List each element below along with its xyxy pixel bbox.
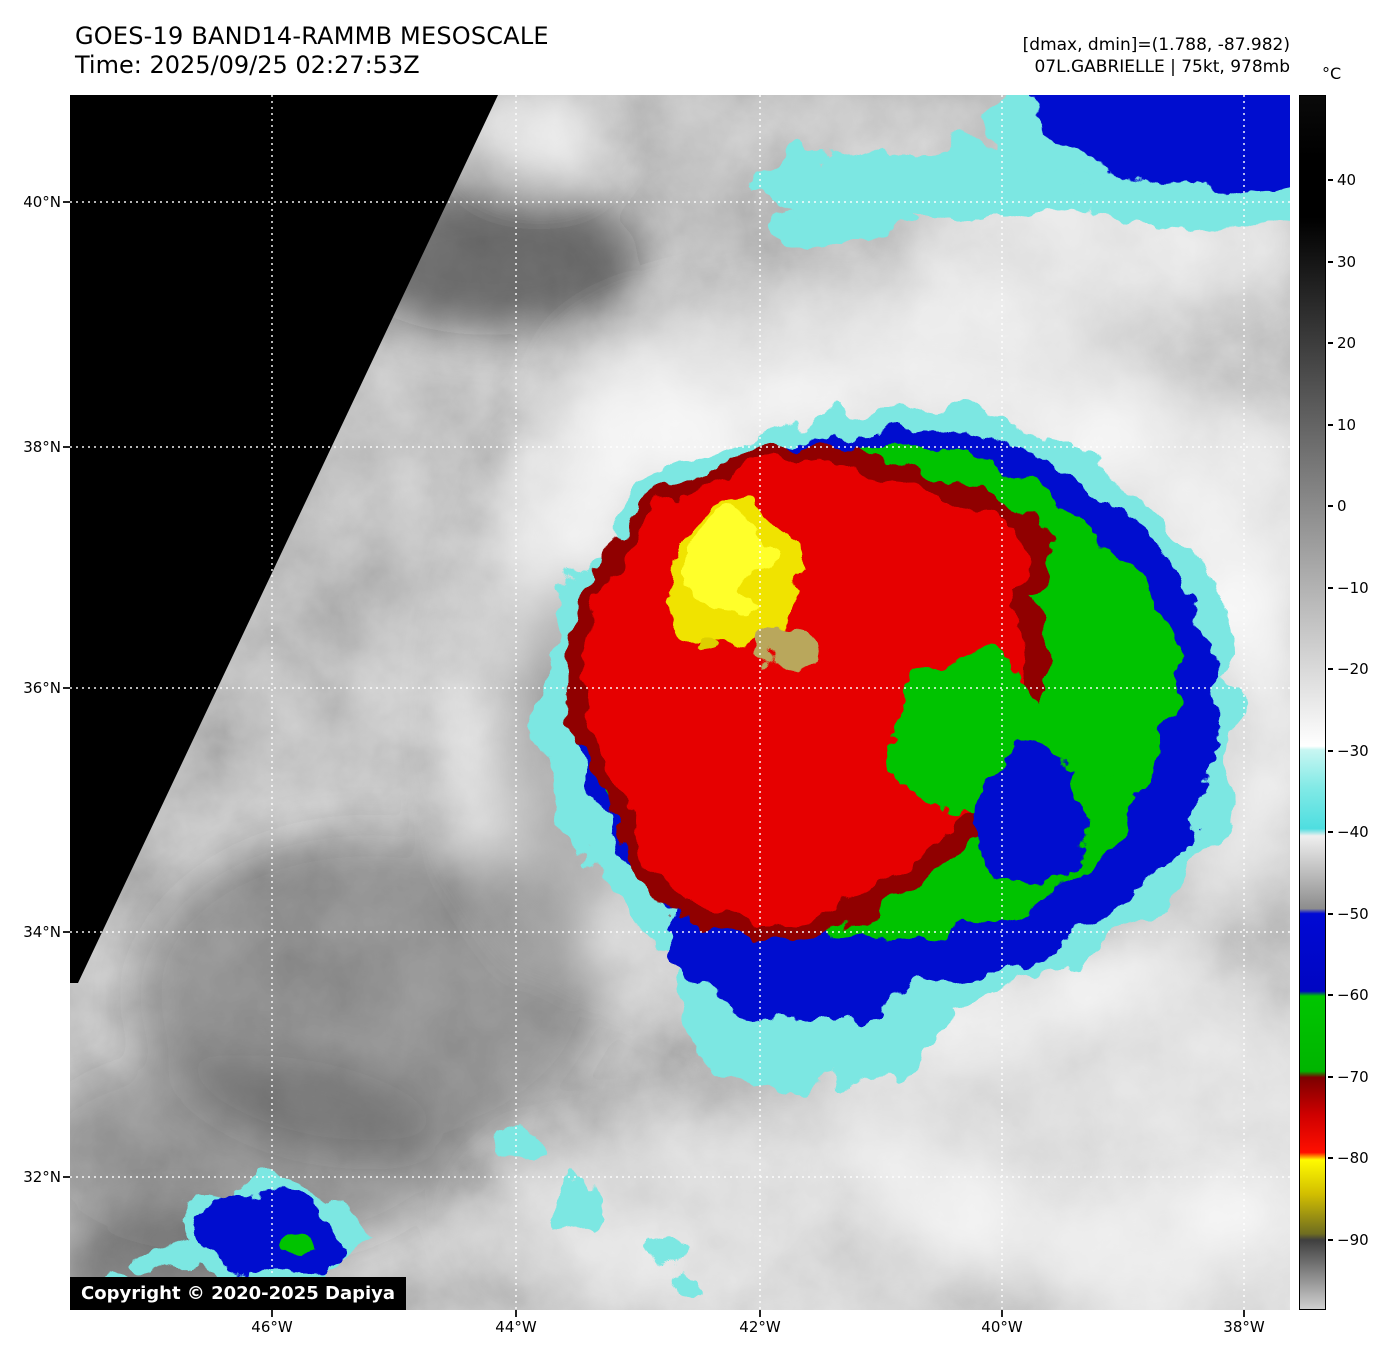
colorbar-tick-mark (1328, 1076, 1333, 1078)
colorbar-tick-mark (1328, 179, 1333, 181)
colorbar-tick-label: 40 (1337, 171, 1357, 189)
colorbar-tick: 10 (1328, 416, 1356, 434)
colorbar-tick: 20 (1328, 334, 1356, 352)
lon-label: 42°W (739, 1318, 781, 1336)
colorbar-tick: −30 (1328, 742, 1369, 760)
colorbar-tick-label: −60 (1337, 986, 1369, 1004)
colorbar-tick: −90 (1328, 1231, 1369, 1249)
axis-tick (271, 1310, 273, 1317)
lon-label: 40°W (981, 1318, 1023, 1336)
colorbar-tick-label: 10 (1337, 416, 1357, 434)
colorbar-tick-mark (1328, 994, 1333, 996)
axis-tick (63, 931, 70, 933)
colorbar-tick: −40 (1328, 823, 1369, 841)
colorbar-tick: 30 (1328, 253, 1356, 271)
colorbar-tick: −10 (1328, 579, 1369, 597)
colorbar-unit-label: °C (1322, 64, 1342, 83)
colorbar-tick-label: −70 (1337, 1068, 1369, 1086)
colorbar-tick-mark (1328, 750, 1333, 752)
colorbar-tick-mark (1328, 913, 1333, 915)
axis-tick (63, 201, 70, 203)
lon-label: 46°W (251, 1318, 293, 1336)
lon-label: 38°W (1223, 1318, 1265, 1336)
colorbar-tick: −60 (1328, 986, 1369, 1004)
colorbar-tick-label: 30 (1337, 253, 1357, 271)
axis-tick (1001, 1310, 1003, 1317)
axis-tick (1243, 1310, 1245, 1317)
storm-info: 07L.GABRIELLE | 75kt, 978mb (1034, 57, 1290, 77)
colorbar-tick-label: −10 (1337, 579, 1369, 597)
colorbar-tick-label: 20 (1337, 334, 1357, 352)
dmax-dmin-readout: [dmax, dmin]=(1.788, -87.982) (1022, 35, 1290, 55)
colorbar-tick-label: −40 (1337, 823, 1369, 841)
colorbar-tick: 40 (1328, 171, 1356, 189)
colorbar-tick-mark (1328, 1239, 1333, 1241)
lon-label: 44°W (495, 1318, 537, 1336)
hurricane-overshoot-yellow (670, 509, 828, 663)
colorbar-tick-label: −20 (1337, 660, 1369, 678)
colorbar-tick: 0 (1328, 497, 1347, 515)
colorbar-tick: −20 (1328, 660, 1369, 678)
product-timestamp: Time: 2025/09/25 02:27:53Z (75, 51, 420, 79)
cloud-brightness-shading (70, 95, 1290, 1310)
small-storm-green-core (278, 1233, 318, 1257)
colorbar-tick-mark (1328, 831, 1333, 833)
colorbar-tick-label: 0 (1337, 497, 1347, 515)
colorbar-tick-mark (1328, 587, 1333, 589)
axis-tick (515, 1310, 517, 1317)
copyright-watermark: Copyright © 2020-2025 Dapiya (70, 1277, 407, 1310)
colorbar-tick-label: −80 (1337, 1149, 1369, 1167)
satellite-map: Copyright © 2020-2025 Dapiya (70, 95, 1290, 1310)
lat-label: 38°N (23, 438, 61, 456)
axis-tick (63, 446, 70, 448)
axis-tick (759, 1310, 761, 1317)
lat-label: 32°N (23, 1168, 61, 1186)
colorbar (1299, 95, 1326, 1310)
colorbar-tick-label: −30 (1337, 742, 1369, 760)
colorbar-tick-mark (1328, 261, 1333, 263)
colorbar-tick: −50 (1328, 905, 1369, 923)
colorbar-tick-mark (1328, 342, 1333, 344)
axis-tick (63, 687, 70, 689)
colorbar-tick: −70 (1328, 1068, 1369, 1086)
satellite-image (70, 95, 1290, 1310)
colorbar-tick-label: −90 (1337, 1231, 1369, 1249)
colorbar-tick: −80 (1328, 1149, 1369, 1167)
no-data-region (70, 95, 498, 983)
lat-label: 34°N (23, 923, 61, 941)
colorbar-tick-mark (1328, 424, 1333, 426)
lat-label: 40°N (23, 193, 61, 211)
axis-tick (63, 1176, 70, 1178)
colorbar-tick-label: −50 (1337, 905, 1369, 923)
product-title: GOES-19 BAND14-RAMMB MESOSCALE (75, 22, 549, 50)
colorbar-tick-mark (1328, 1157, 1333, 1159)
hurricane-intrusion-blue (975, 740, 1085, 890)
lat-lon-gridlines (70, 95, 1290, 1310)
lat-label: 36°N (23, 679, 61, 697)
colorbar-tick-mark (1328, 505, 1333, 507)
colorbar-tick-mark (1328, 668, 1333, 670)
